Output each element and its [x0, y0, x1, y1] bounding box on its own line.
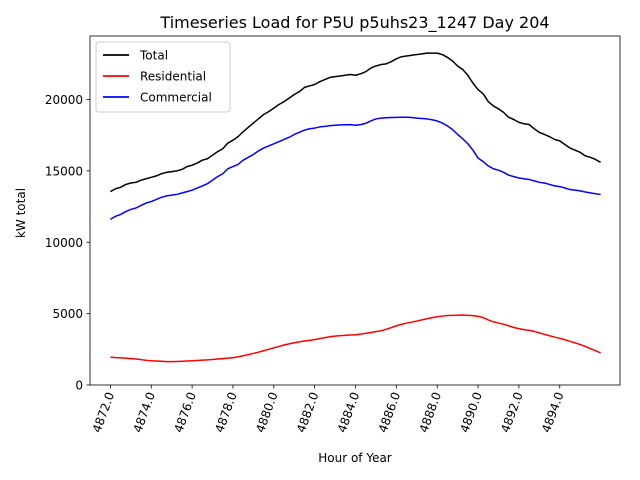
series-line-commercial [110, 116, 601, 221]
legend-label-total: Total [139, 49, 168, 63]
chart-title: Timeseries Load for P5U p5uhs23_1247 Day… [159, 13, 549, 33]
legend-label-residential: Residential [140, 70, 206, 84]
y-tick-label: 5000 [52, 307, 83, 321]
legend-label-commercial: Commercial [140, 91, 212, 105]
series-line-total [110, 52, 601, 193]
legend: Total Residential Commercial [95, 41, 231, 113]
y-tick-label: 0 [75, 379, 83, 393]
y-axis-label: kW total [14, 188, 28, 238]
y-tick-label: 10000 [45, 236, 83, 250]
y-tick-label: 20000 [45, 93, 83, 107]
x-axis-label: Hour of Year [318, 451, 392, 465]
y-tick-label: 15000 [45, 164, 83, 178]
legend-frame [95, 41, 231, 113]
axes-frame [89, 35, 621, 386]
series-line-residential [110, 314, 601, 363]
